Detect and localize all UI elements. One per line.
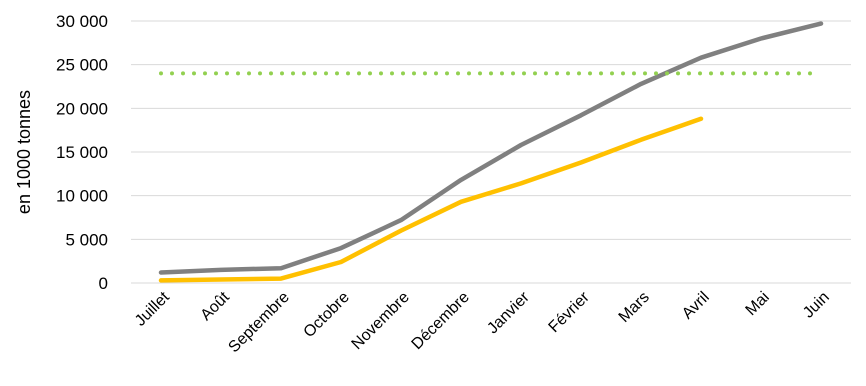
x-tick-label: Avril bbox=[679, 289, 713, 323]
y-tick-labels: 0 5 000 10 000 15 000 20 000 25 000 30 000 bbox=[56, 12, 108, 293]
x-tick-label: Décembre bbox=[409, 289, 473, 353]
series-line-2 bbox=[158, 116, 704, 283]
x-tick-label: Janvier bbox=[484, 288, 533, 337]
series-lines bbox=[158, 21, 824, 283]
y-tick-label: 15 000 bbox=[56, 143, 108, 162]
series-line-1 bbox=[158, 21, 824, 275]
y-tick-label: 10 000 bbox=[56, 187, 108, 206]
y-tick-label: 0 bbox=[99, 274, 108, 293]
y-axis-title: en 1000 tonnes bbox=[14, 90, 34, 214]
x-tick-label: Mars bbox=[616, 289, 653, 326]
x-tick-label: Novembre bbox=[349, 289, 413, 353]
y-tick-label: 20 000 bbox=[56, 99, 108, 118]
y-tick-label: 30 000 bbox=[56, 12, 108, 31]
y-tick-label: 25 000 bbox=[56, 56, 108, 75]
x-tick-label: Juillet bbox=[132, 288, 173, 329]
y-tick-label: 5 000 bbox=[65, 230, 108, 249]
x-tick-label: Août bbox=[198, 288, 234, 324]
x-tick-label: Octobre bbox=[301, 289, 353, 341]
x-tick-label: Septembre bbox=[225, 289, 292, 356]
x-tick-label: Juin bbox=[800, 289, 833, 322]
x-tick-label: Février bbox=[546, 288, 594, 336]
x-tick-label: Mai bbox=[743, 289, 773, 319]
gridlines bbox=[131, 20, 851, 284]
